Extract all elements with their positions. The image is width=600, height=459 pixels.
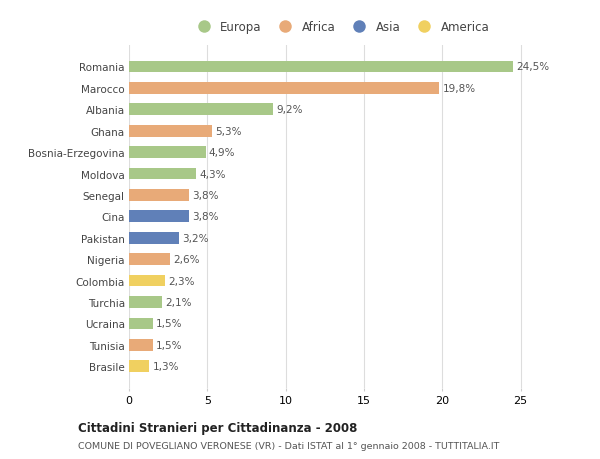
Bar xyxy=(129,339,152,351)
Text: 1,3%: 1,3% xyxy=(152,361,179,371)
Bar xyxy=(129,83,439,95)
Text: 19,8%: 19,8% xyxy=(442,84,475,94)
Bar xyxy=(129,361,149,372)
Text: COMUNE DI POVEGLIANO VERONESE (VR) - Dati ISTAT al 1° gennaio 2008 - TUTTITALIA.: COMUNE DI POVEGLIANO VERONESE (VR) - Dat… xyxy=(78,441,499,450)
Text: 4,9%: 4,9% xyxy=(209,148,235,158)
Bar xyxy=(129,211,188,223)
Bar xyxy=(129,232,179,244)
Text: 5,3%: 5,3% xyxy=(215,126,242,136)
Text: 9,2%: 9,2% xyxy=(276,105,303,115)
Text: 24,5%: 24,5% xyxy=(516,62,549,73)
Bar xyxy=(129,147,206,159)
Bar xyxy=(129,297,162,308)
Text: 3,8%: 3,8% xyxy=(191,212,218,222)
Text: 1,5%: 1,5% xyxy=(155,319,182,329)
Text: 3,8%: 3,8% xyxy=(191,190,218,201)
Legend: Europa, Africa, Asia, America: Europa, Africa, Asia, America xyxy=(188,17,493,38)
Bar xyxy=(129,190,188,202)
Text: 4,3%: 4,3% xyxy=(199,169,226,179)
Text: 2,6%: 2,6% xyxy=(173,255,199,264)
Bar xyxy=(129,62,513,73)
Text: 2,3%: 2,3% xyxy=(168,276,194,286)
Text: Cittadini Stranieri per Cittadinanza - 2008: Cittadini Stranieri per Cittadinanza - 2… xyxy=(78,421,358,434)
Bar xyxy=(129,318,152,330)
Text: 3,2%: 3,2% xyxy=(182,233,209,243)
Text: 2,1%: 2,1% xyxy=(165,297,191,308)
Bar xyxy=(129,275,165,287)
Bar xyxy=(129,104,273,116)
Bar xyxy=(129,254,170,265)
Text: 1,5%: 1,5% xyxy=(155,340,182,350)
Bar xyxy=(129,168,196,180)
Bar xyxy=(129,126,212,137)
